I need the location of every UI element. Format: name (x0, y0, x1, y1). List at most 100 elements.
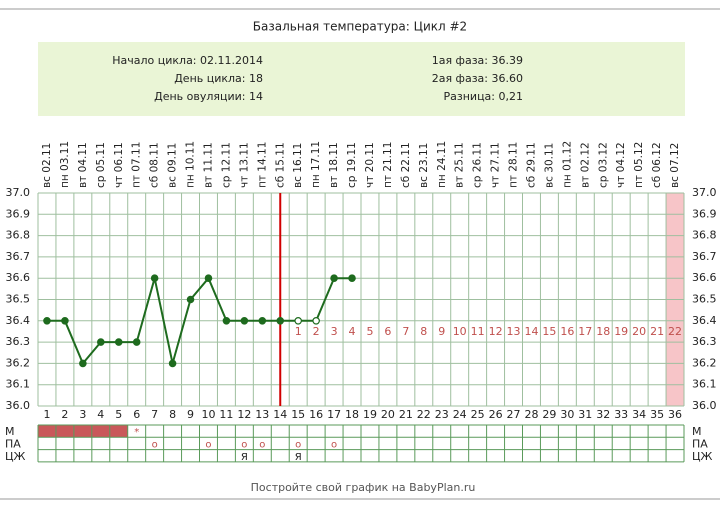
date-label: вт 25.11 (454, 142, 466, 188)
phase2-day: 3 (331, 325, 338, 338)
row-fill (91, 425, 110, 438)
row-mark: o (259, 439, 265, 450)
y-tick-label: 36.4 (6, 314, 31, 327)
date-label: ср 05.11 (95, 142, 107, 188)
temperature-point (312, 316, 320, 325)
temperature-point (276, 316, 285, 325)
x-tick-label: 2 (61, 408, 68, 421)
date-label: сб 22.11 (400, 142, 412, 188)
row-fill (73, 425, 92, 438)
temperature-point (97, 338, 105, 346)
y-tick-label-right: 36.7 (692, 250, 717, 263)
phase2-day: 13 (507, 325, 521, 338)
row-mark: o (295, 439, 301, 450)
y-tick-label: 37.0 (6, 186, 31, 199)
row-label: ЦЖ (5, 450, 26, 463)
x-tick-label: 4 (97, 408, 104, 421)
date-label: пт 14.11 (256, 142, 268, 188)
phase2-day: 21 (650, 325, 664, 338)
info-right: Разница: 0,21 (444, 90, 524, 103)
row-mark: Я (295, 452, 302, 463)
date-label: пн 24.11 (436, 141, 448, 188)
x-tick-label: 19 (363, 408, 377, 421)
temperature-point (168, 359, 177, 368)
row-label: M (5, 425, 15, 438)
row-mark: o (152, 439, 158, 450)
x-tick-label: 27 (507, 408, 521, 421)
phase2-day: 22 (668, 325, 682, 338)
row-fill (55, 425, 74, 438)
date-label: вс 07.12 (669, 143, 681, 188)
temperature-point (330, 274, 338, 283)
y-tick-label: 36.7 (6, 250, 31, 263)
x-tick-label: 11 (219, 408, 233, 421)
temperature-point (43, 316, 51, 325)
x-tick-label: 23 (435, 408, 449, 421)
row-fill (109, 425, 128, 438)
x-tick-label: 34 (632, 408, 646, 421)
date-label: сб 08.11 (149, 142, 161, 188)
date-label: вт 11.11 (202, 142, 214, 188)
x-tick-label: 13 (255, 408, 269, 421)
date-label: вс 16.11 (292, 143, 304, 188)
y-tick-label: 36.5 (6, 293, 31, 306)
phase2-day: 20 (632, 325, 646, 338)
date-label: вт 02.12 (579, 142, 591, 188)
date-label: пт 05.12 (633, 142, 645, 188)
x-tick-label: 8 (169, 408, 176, 421)
date-label: вс 09.11 (167, 143, 179, 188)
phase2-day: 12 (489, 325, 503, 338)
phase2-day: 8 (420, 325, 427, 338)
y-tick-label: 36.1 (6, 378, 31, 391)
info-left: День цикла: 18 (174, 72, 263, 85)
date-label: ср 12.11 (220, 142, 232, 188)
x-tick-label: 25 (471, 408, 485, 421)
date-label: чт 27.11 (490, 142, 502, 188)
x-tick-label: 1 (43, 408, 50, 421)
x-tick-label: 15 (291, 408, 305, 421)
x-tick-label: 20 (381, 408, 395, 421)
info-left: День овуляции: 14 (154, 90, 263, 103)
y-tick-label: 36.8 (6, 229, 31, 242)
temperature-point (294, 316, 302, 325)
y-tick-label-right: 36.1 (692, 378, 717, 391)
info-box (38, 42, 685, 116)
row-label-right: ЦЖ (692, 450, 713, 463)
date-label: сб 15.11 (274, 142, 286, 188)
x-tick-label: 35 (650, 408, 664, 421)
date-label: ср 03.12 (597, 142, 609, 188)
y-tick-label-right: 36.3 (692, 335, 717, 348)
y-tick-label: 36.0 (6, 399, 31, 412)
x-tick-label: 22 (417, 408, 431, 421)
x-tick-label: 9 (187, 408, 194, 421)
y-tick-label-right: 36.9 (692, 207, 717, 220)
x-tick-label: 18 (345, 408, 359, 421)
x-tick-label: 33 (614, 408, 628, 421)
x-tick-label: 16 (309, 408, 323, 421)
x-tick-label: 30 (560, 408, 574, 421)
chart-title: Базальная температура: Цикл #2 (253, 20, 467, 34)
phase2-day: 14 (524, 325, 538, 338)
x-tick-label: 28 (524, 408, 538, 421)
info-left: Начало цикла: 02.11.2014 (112, 54, 263, 67)
temperature-point (114, 338, 123, 346)
date-label: вт 04.11 (77, 142, 89, 188)
y-tick-label-right: 36.4 (692, 314, 717, 327)
phase2-day: 10 (453, 325, 467, 338)
temperature-point (240, 316, 249, 325)
phase2-day: 19 (614, 325, 628, 338)
x-tick-label: 32 (596, 408, 610, 421)
x-tick-label: 36 (668, 408, 682, 421)
date-label: ср 19.11 (346, 142, 358, 188)
x-tick-label: 29 (542, 408, 556, 421)
x-tick-label: 21 (399, 408, 413, 421)
y-tick-label-right: 37.0 (692, 186, 717, 199)
x-tick-label: 17 (327, 408, 341, 421)
temperature-point (204, 274, 213, 283)
row-mark: * (134, 427, 139, 438)
date-label: пн 17.11 (310, 141, 322, 188)
y-tick-label-right: 36.2 (692, 356, 717, 369)
date-label: вс 23.11 (418, 143, 430, 188)
date-label: пн 10.11 (185, 141, 197, 188)
